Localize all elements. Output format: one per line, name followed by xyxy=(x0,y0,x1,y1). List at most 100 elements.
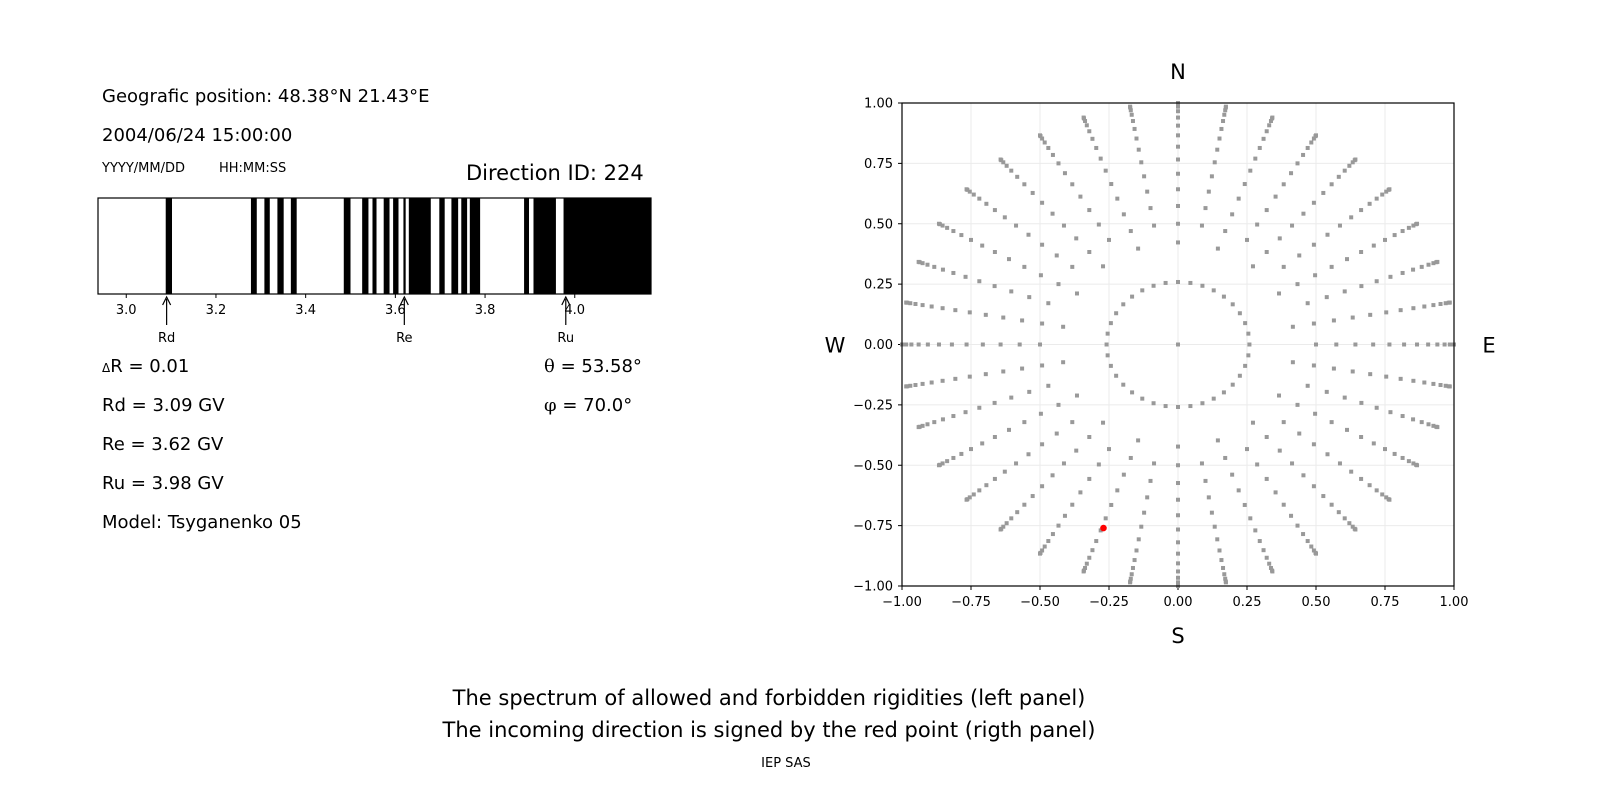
grid-point xyxy=(1022,502,1027,507)
grid-point xyxy=(1115,488,1120,493)
grid-point xyxy=(1329,264,1334,269)
grid-point xyxy=(1250,264,1255,269)
grid-point xyxy=(1206,189,1211,194)
grid-point xyxy=(964,497,969,502)
phi: φ = 70.0° xyxy=(544,395,632,416)
grid-point xyxy=(1140,396,1145,401)
grid-point xyxy=(1415,221,1420,226)
grid-point xyxy=(1374,279,1379,284)
grid-point xyxy=(1359,476,1364,481)
grid-point xyxy=(963,410,968,415)
grid-point xyxy=(1001,315,1006,320)
grid-point xyxy=(1062,171,1067,176)
grid-point xyxy=(1264,555,1269,560)
grid-point xyxy=(1374,405,1379,410)
grid-point xyxy=(1090,136,1095,141)
y-tick-label: 0.75 xyxy=(864,157,893,172)
grid-point xyxy=(1380,192,1385,197)
grid-point xyxy=(1136,246,1141,251)
datetime: 2004/06/24 15:00:00 xyxy=(102,125,293,146)
rigidity-spectrum-chart: 3.0 3.2 3.4 3.6 3.8 4.0 Rd Re Ru xyxy=(97,197,652,346)
grid-point xyxy=(1046,301,1051,306)
grid-point xyxy=(1223,576,1228,581)
grid-point xyxy=(1128,229,1133,234)
grid-point xyxy=(1002,469,1007,474)
grid-point xyxy=(1431,303,1436,308)
grid-point xyxy=(904,342,909,347)
grid-point xyxy=(1345,427,1350,432)
grid-point xyxy=(1084,561,1089,566)
grid-point xyxy=(1081,115,1086,120)
grid-point xyxy=(1329,420,1334,425)
grid-point xyxy=(1152,223,1157,228)
date-format: YYYY/MM/DD xyxy=(102,161,185,176)
grid-point xyxy=(1128,108,1133,113)
grid-point xyxy=(1281,264,1286,269)
grid-point xyxy=(1257,539,1262,544)
grid-point xyxy=(1223,580,1228,585)
grid-point xyxy=(1350,160,1355,165)
grid-point xyxy=(1038,273,1043,278)
grid-point xyxy=(1004,163,1009,168)
grid-point xyxy=(1176,157,1180,162)
grid-point xyxy=(1014,461,1019,466)
grid-point xyxy=(1074,236,1079,241)
grid-point xyxy=(1040,136,1045,141)
grid-point xyxy=(1264,476,1269,481)
grid-point xyxy=(1309,544,1314,549)
grid-point xyxy=(1006,427,1011,432)
grid-point xyxy=(1129,112,1134,117)
grid-point xyxy=(984,483,989,488)
grid-point xyxy=(1014,223,1019,228)
grid-point xyxy=(1402,342,1407,347)
grid-point xyxy=(1380,492,1385,497)
grid-point xyxy=(1321,494,1326,499)
grid-point xyxy=(1084,123,1089,128)
grid-point xyxy=(1054,431,1059,436)
grid-point xyxy=(1297,431,1302,436)
grid-point xyxy=(1108,321,1113,326)
grid-point xyxy=(992,400,997,405)
grid-point xyxy=(1305,145,1310,150)
grid-point xyxy=(920,303,925,308)
grid-point xyxy=(1301,473,1306,478)
forbidden-band xyxy=(461,198,468,294)
grid-point xyxy=(904,300,909,305)
phi-symbol: φ xyxy=(544,395,557,416)
grid-point xyxy=(929,380,934,385)
grid-point xyxy=(1305,539,1310,544)
grid-point xyxy=(1277,448,1282,453)
grid-point xyxy=(1209,510,1214,515)
grid-point xyxy=(1314,551,1318,556)
geographic-position: Geografic position: 48.38°N 21.43°E xyxy=(102,86,430,107)
grid-point xyxy=(908,301,913,306)
grid-point xyxy=(904,384,909,389)
grid-point xyxy=(1163,404,1168,409)
grid-point xyxy=(1061,223,1066,228)
grid-point xyxy=(1411,267,1416,272)
grid-point xyxy=(1114,311,1119,316)
grid-point xyxy=(1237,311,1242,316)
grid-point xyxy=(1087,476,1092,481)
grid-point xyxy=(1074,448,1079,453)
x-tick-label: −1.00 xyxy=(882,595,922,610)
grid-point xyxy=(1242,182,1247,187)
compass-east: E xyxy=(1482,334,1495,358)
grid-point xyxy=(1132,126,1137,131)
grid-point xyxy=(951,414,956,419)
grid-point xyxy=(1098,156,1103,161)
forbidden-band xyxy=(393,198,399,294)
grid-point xyxy=(1443,383,1448,388)
grid-point xyxy=(1426,422,1431,427)
grid-point xyxy=(1255,222,1260,227)
grid-point xyxy=(1030,494,1035,499)
grid-point xyxy=(969,447,973,452)
grid-point xyxy=(1435,425,1440,430)
grid-point xyxy=(1281,502,1286,507)
grid-point xyxy=(977,279,982,284)
grid-point xyxy=(1001,160,1006,165)
grid-point xyxy=(1384,374,1389,379)
grid-point xyxy=(936,463,941,468)
grid-point xyxy=(1139,524,1144,529)
grid-point xyxy=(1359,208,1364,213)
